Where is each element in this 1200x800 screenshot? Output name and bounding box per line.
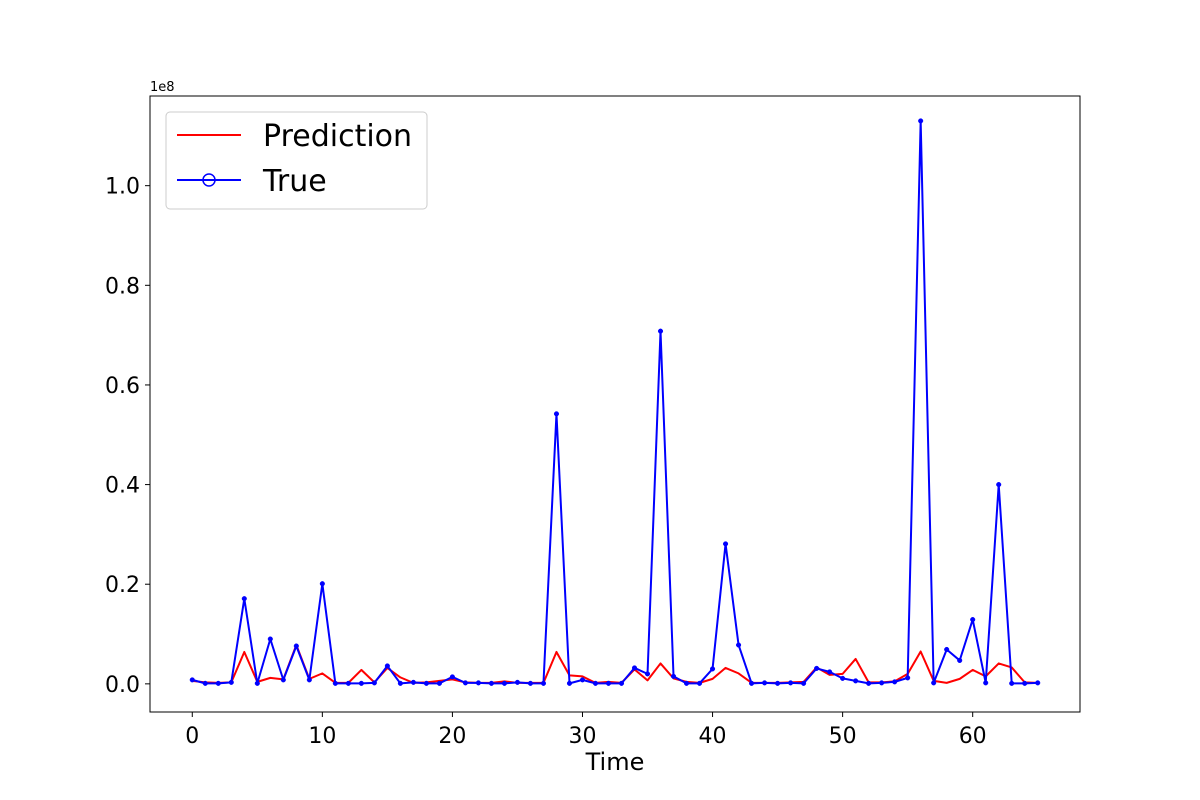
data-point-true bbox=[540, 680, 547, 686]
data-point-true bbox=[514, 679, 520, 685]
x-axis: 0 10 20 30 40 50 60 bbox=[185, 712, 987, 749]
data-point-true bbox=[644, 671, 651, 677]
x-axis-label: Time bbox=[585, 748, 645, 776]
data-point-true bbox=[840, 675, 846, 681]
data-point-true bbox=[944, 646, 950, 653]
data-point-true bbox=[762, 680, 768, 686]
legend-true-marker bbox=[202, 173, 216, 187]
data-point-true bbox=[228, 679, 234, 685]
data-point-true bbox=[618, 680, 625, 686]
x-tick-label: 50 bbox=[829, 724, 857, 749]
data-point-true bbox=[475, 680, 481, 686]
y-tick-label: 0.8 bbox=[105, 274, 140, 299]
data-point-true bbox=[657, 328, 664, 334]
data-point-true bbox=[801, 680, 807, 686]
data-point-true bbox=[970, 617, 976, 623]
y-tick-label: 0.4 bbox=[105, 474, 140, 499]
data-point-true bbox=[371, 680, 377, 686]
data-point-true bbox=[879, 680, 885, 686]
legend-prediction-label: Prediction bbox=[263, 119, 412, 154]
legend-true-label: True bbox=[262, 164, 327, 199]
y-offset-label: 1e8 bbox=[150, 80, 175, 95]
data-point-true bbox=[788, 680, 794, 686]
data-point-true bbox=[723, 541, 729, 547]
data-point-true bbox=[918, 118, 924, 124]
data-point-true bbox=[306, 677, 312, 683]
data-point-true bbox=[462, 680, 468, 686]
data-point-true bbox=[293, 643, 299, 649]
data-point-true bbox=[254, 680, 260, 686]
data-point-true bbox=[605, 680, 612, 686]
data-point-true bbox=[670, 673, 677, 679]
data-point-true bbox=[189, 677, 195, 683]
y-axis: 0.0 0.2 0.4 0.6 0.8 1.0 bbox=[105, 175, 150, 698]
data-point-true bbox=[358, 680, 364, 686]
data-point-true bbox=[696, 680, 703, 686]
data-point-true bbox=[215, 680, 221, 686]
data-point-true bbox=[579, 677, 586, 683]
data-point-true bbox=[683, 680, 690, 686]
data-point-true bbox=[1009, 680, 1015, 686]
data-point-true bbox=[631, 665, 638, 671]
y-tick-label: 0.0 bbox=[105, 673, 140, 698]
data-point-true bbox=[1022, 680, 1028, 686]
plot-frame bbox=[149, 95, 1081, 713]
data-point-true bbox=[866, 680, 872, 686]
data-point-true bbox=[814, 665, 820, 671]
series-true bbox=[189, 118, 1041, 686]
data-point-true bbox=[853, 678, 859, 684]
data-point-true bbox=[488, 680, 494, 686]
x-tick-label: 60 bbox=[959, 724, 987, 749]
data-point-true bbox=[1035, 680, 1041, 686]
series-layer bbox=[189, 118, 1041, 686]
data-point-true bbox=[423, 680, 429, 686]
data-point-true bbox=[241, 596, 247, 602]
data-point-true bbox=[566, 680, 573, 686]
x-tick-label: 20 bbox=[438, 724, 466, 749]
x-tick-label: 40 bbox=[699, 724, 727, 749]
y-tick-label: 1.0 bbox=[105, 175, 140, 200]
data-point-true bbox=[319, 581, 325, 587]
data-point-true bbox=[345, 680, 351, 686]
data-point-true bbox=[749, 680, 755, 686]
data-point-true bbox=[332, 680, 338, 686]
data-point-true bbox=[931, 680, 937, 686]
data-point-true bbox=[553, 411, 560, 417]
data-point-true bbox=[384, 663, 390, 669]
data-point-true bbox=[410, 679, 416, 685]
data-point-true bbox=[892, 679, 898, 685]
y-tick-label: 0.2 bbox=[105, 573, 140, 598]
y-tick-label: 0.6 bbox=[105, 374, 140, 399]
x-tick-label: 10 bbox=[308, 724, 336, 749]
x-tick-label: 0 bbox=[185, 724, 199, 749]
data-point-true bbox=[905, 675, 911, 681]
x-tick-label: 30 bbox=[568, 724, 596, 749]
data-point-true bbox=[436, 680, 442, 686]
data-point-true bbox=[983, 680, 989, 686]
data-point-true bbox=[996, 482, 1002, 488]
data-point-true bbox=[710, 666, 716, 672]
data-point-true bbox=[501, 680, 507, 686]
data-point-true bbox=[449, 674, 455, 680]
data-point-true bbox=[736, 642, 742, 648]
data-point-true bbox=[267, 636, 273, 642]
data-point-true bbox=[827, 669, 833, 675]
legend-box bbox=[165, 111, 428, 210]
data-point-true bbox=[592, 680, 599, 686]
data-point-true bbox=[280, 677, 286, 683]
data-point-true bbox=[397, 680, 403, 686]
data-point-true bbox=[775, 680, 781, 686]
data-point-true bbox=[527, 680, 534, 686]
data-point-true bbox=[202, 680, 208, 686]
data-point-true bbox=[957, 657, 963, 663]
legend: Prediction True bbox=[165, 111, 428, 210]
